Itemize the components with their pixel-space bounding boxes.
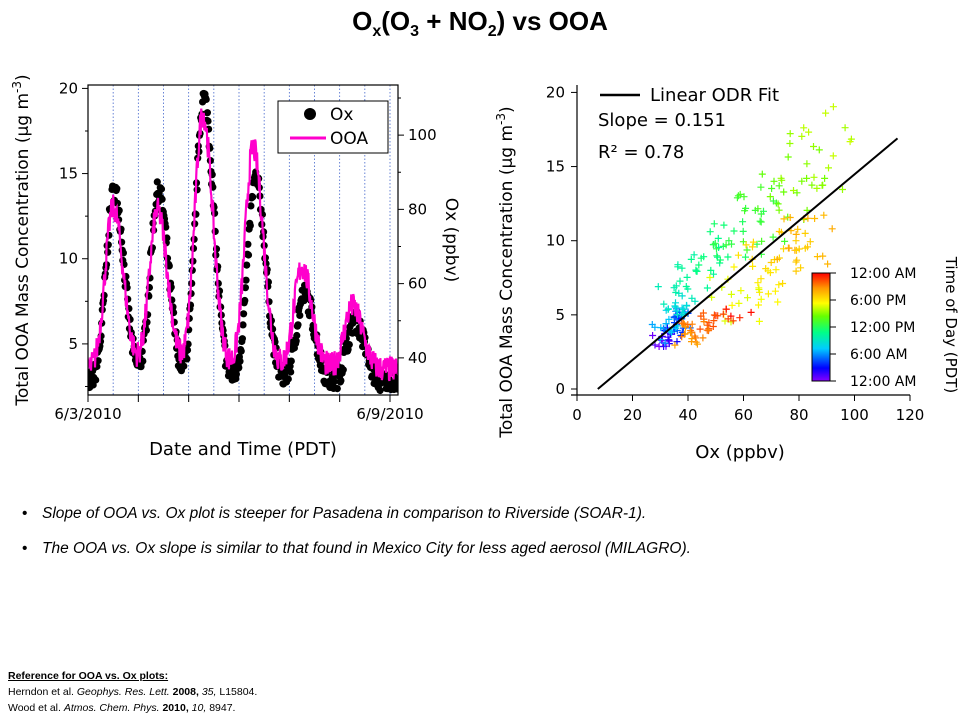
ox-point — [232, 370, 240, 378]
ox-point — [330, 377, 338, 386]
left-plot-frame — [87, 84, 399, 396]
x-tick-label-end: 6/9/2010 — [356, 405, 423, 423]
ox-point — [287, 368, 295, 376]
ox-point — [333, 385, 341, 393]
ox-point — [158, 195, 166, 203]
ox-point — [241, 284, 249, 292]
left-y-tick-label: 20 — [59, 79, 78, 97]
ox-point — [237, 347, 245, 355]
legend-ooa-label: OOA — [330, 129, 368, 149]
ox-point — [162, 223, 170, 231]
ox-point — [293, 331, 301, 340]
reference-line: Herndon et al. Geophys. Res. Lett. 2008,… — [8, 686, 258, 698]
ox-point — [249, 193, 257, 201]
ox-point — [79, 381, 86, 388]
ox-point — [376, 386, 384, 395]
ox-point — [242, 276, 250, 284]
left-x-axis-title: Date and Time (PDT) — [149, 439, 337, 460]
ox-point — [243, 261, 251, 269]
left-y-axis-title: Total OOA Mass Concentration (μg m-3) — [10, 74, 33, 406]
legend-ox-marker — [304, 108, 316, 120]
ox-point — [203, 109, 211, 117]
ox-point — [244, 240, 252, 248]
ox-point — [247, 202, 255, 210]
legend-ox-label: Ox — [330, 105, 353, 125]
left-legend: Ox OOA — [277, 100, 389, 154]
ox-point — [80, 385, 87, 392]
ox-point — [113, 199, 121, 207]
ox-point — [241, 296, 249, 305]
right-y2-tick-label: 100 — [408, 126, 437, 144]
ox-point — [235, 364, 243, 372]
reference-line: Wood et al. Atmos. Chem. Phys. 2010, 10,… — [8, 702, 236, 714]
left-y-tick-label: 15 — [59, 165, 78, 183]
ooa-line — [88, 108, 398, 382]
ox-point — [92, 376, 100, 384]
ox-point — [183, 346, 192, 354]
ox-point — [238, 335, 246, 343]
ox-point — [236, 357, 244, 365]
references-heading: Reference for OOA vs. Ox plots: — [8, 670, 169, 682]
ox-point — [240, 310, 248, 318]
ox-point — [244, 251, 253, 259]
slide-title: Ox(O3 + NO2) vs OOA — [352, 6, 608, 41]
ox-point — [153, 178, 161, 186]
ox-point — [294, 321, 302, 329]
left-y-tick-label: 5 — [68, 335, 78, 353]
references: Reference for OOA vs. Ox plots: Herndon … — [8, 668, 257, 716]
ox-point — [296, 311, 304, 319]
ox-point — [88, 384, 89, 388]
ox-point — [204, 117, 212, 125]
ox-point — [202, 95, 210, 103]
ox-point — [339, 366, 347, 374]
ox-point — [287, 357, 295, 365]
ox-point — [165, 262, 173, 270]
right-y2-tick-label: 40 — [408, 349, 427, 367]
right-y2-tick-label: 60 — [408, 275, 427, 293]
ox-point — [180, 362, 188, 370]
ox-point — [395, 376, 398, 384]
ox-point — [81, 375, 88, 382]
bullet-item: • The OOA vs. Ox slope is similar to that… — [22, 540, 691, 557]
x-tick-label-start: 6/3/2010 — [54, 405, 121, 423]
ox-point — [246, 222, 254, 230]
bullet-item: • Slope of OOA vs. Ox plot is steeper for… — [22, 505, 647, 522]
bullet-list: • Slope of OOA vs. Ox plot is steeper for… — [22, 505, 922, 575]
ox-point — [292, 337, 300, 345]
left-y2-axis-title: Ox (ppbv) — [441, 198, 461, 283]
ox-point — [284, 375, 292, 383]
right-y2-tick-label: 80 — [408, 200, 427, 218]
ox-point — [113, 185, 121, 193]
ox-point — [104, 248, 112, 256]
ox-point — [337, 377, 345, 385]
left-y-tick-label: 10 — [59, 250, 78, 268]
ox-point — [157, 185, 166, 193]
ox-point — [345, 341, 353, 349]
ox-point — [239, 321, 247, 329]
